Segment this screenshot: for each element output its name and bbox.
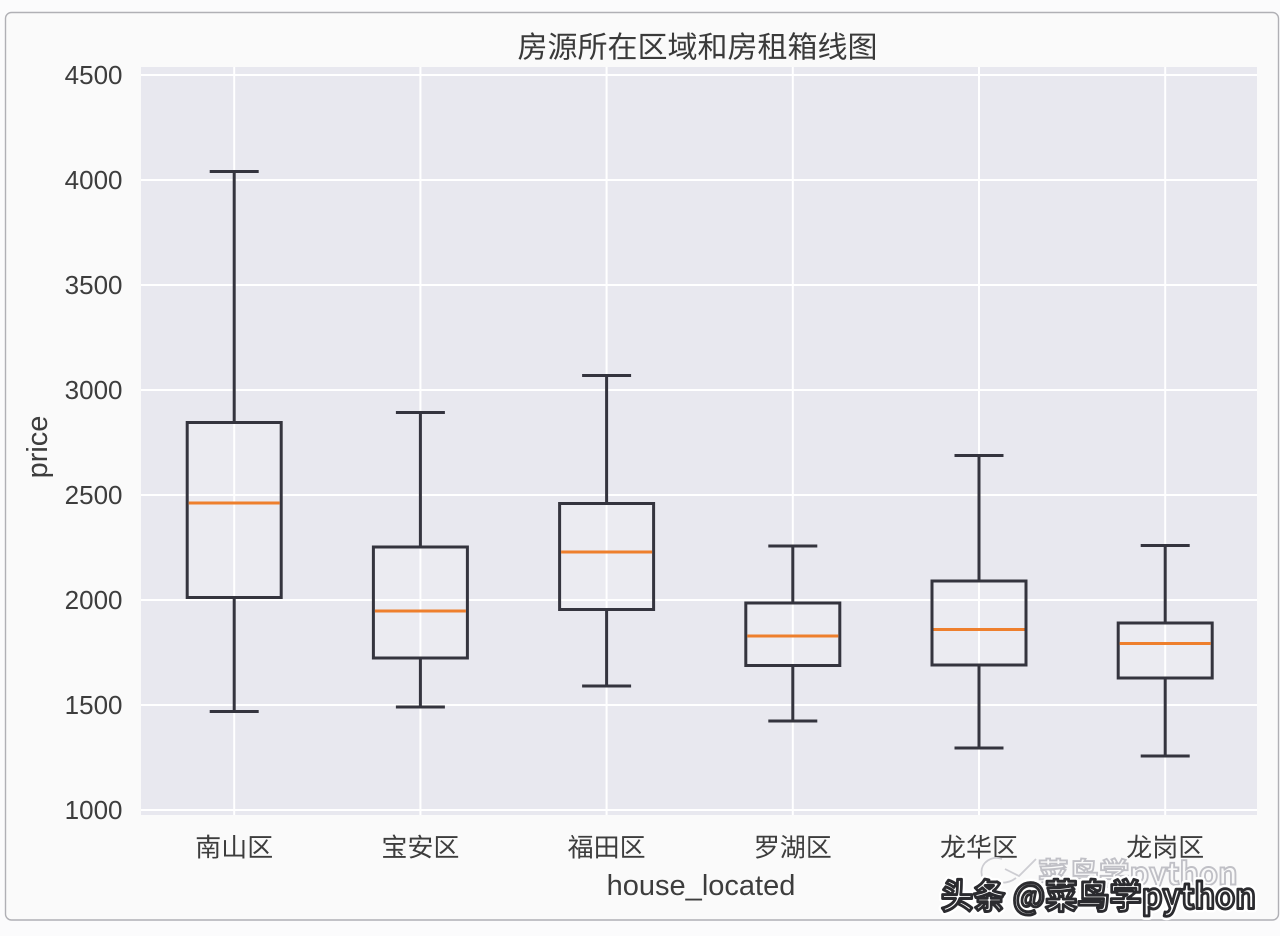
svg-text:3000: 3000 xyxy=(65,375,123,405)
svg-text:1000: 1000 xyxy=(65,795,123,825)
svg-text:3500: 3500 xyxy=(65,270,123,300)
svg-text:4500: 4500 xyxy=(65,60,123,90)
svg-text:house_located: house_located xyxy=(607,870,796,902)
svg-text:4000: 4000 xyxy=(65,165,123,195)
svg-text:1500: 1500 xyxy=(65,690,123,720)
svg-text:2500: 2500 xyxy=(65,480,123,510)
svg-text:2000: 2000 xyxy=(65,585,123,615)
svg-text:price: price xyxy=(22,416,54,479)
